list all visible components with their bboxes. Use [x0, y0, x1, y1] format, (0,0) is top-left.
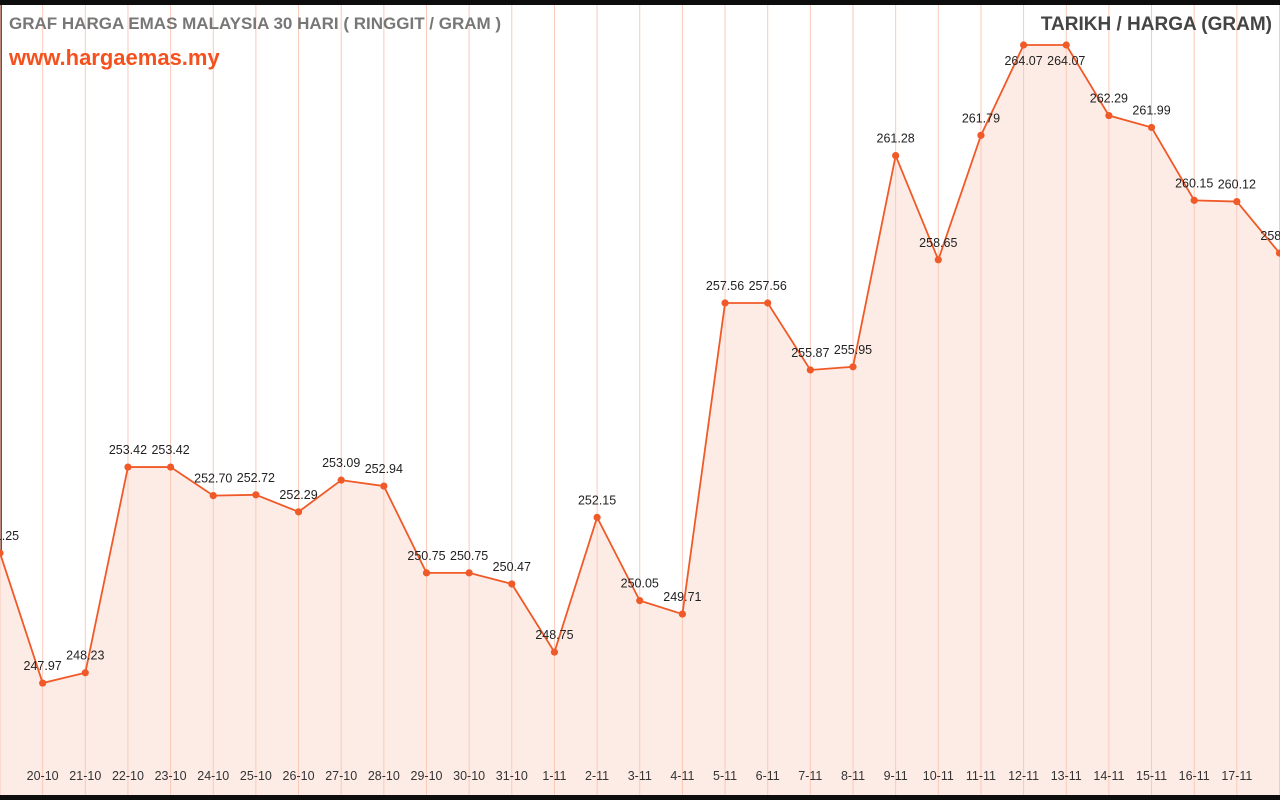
data-label: 252.70: [194, 472, 232, 486]
data-point: [721, 299, 729, 307]
x-tick-label: 22-10: [112, 769, 144, 783]
data-label: 264.07: [1004, 54, 1042, 68]
data-point: [934, 256, 942, 264]
x-tick-label: 20-10: [27, 769, 59, 783]
data-label: 257.56: [749, 279, 787, 293]
x-tick-label: 6-11: [756, 769, 780, 783]
data-point: [337, 476, 345, 484]
data-point: [0, 549, 4, 557]
data-point: [81, 669, 89, 677]
data-point: [508, 580, 516, 588]
data-label: 264.07: [1047, 54, 1085, 68]
data-label: 250.75: [450, 549, 488, 563]
data-point: [39, 679, 47, 687]
data-point: [252, 491, 260, 499]
data-point: [1105, 111, 1113, 120]
x-tick-label: 30-10: [453, 769, 485, 783]
x-tick-label: 17-11: [1221, 769, 1252, 783]
x-tick-label: 24-10: [197, 769, 229, 783]
legend-title: TARIKH / HARGA (GRAM): [1040, 14, 1272, 35]
data-label: 250.47: [493, 560, 531, 574]
x-tick-label: 1-11: [542, 769, 566, 783]
data-label: 261.28: [877, 132, 915, 146]
data-point: [167, 463, 175, 471]
x-tick-label: 21-10: [69, 769, 101, 783]
x-tick-label: 28-10: [368, 769, 400, 783]
x-tick-label: 16-11: [1179, 769, 1210, 783]
x-tick-label: 14-11: [1093, 769, 1124, 783]
data-point: [593, 513, 601, 521]
x-tick-label: 23-10: [155, 769, 187, 783]
data-label: 252.29: [279, 488, 317, 502]
data-label: 255.87: [791, 346, 829, 360]
x-tick-label: 15-11: [1136, 769, 1167, 783]
x-tick-label: 2-11: [585, 769, 609, 783]
x-tick-label: 4-11: [670, 769, 694, 783]
data-label: 251.25: [0, 529, 19, 543]
x-tick-label: 3-11: [628, 769, 652, 783]
data-point: [209, 491, 217, 500]
data-point: [764, 299, 772, 307]
data-point: [124, 463, 132, 471]
data-label: 252.94: [365, 462, 403, 476]
bottom-bar: [0, 795, 1280, 800]
data-point: [1233, 197, 1241, 206]
data-label: 248.75: [535, 628, 573, 642]
x-tick-label: 25-10: [240, 769, 272, 783]
x-tick-label: 10-11: [923, 769, 954, 783]
data-point: [892, 151, 900, 160]
data-label: 260.12: [1218, 178, 1256, 192]
x-tick-label: 5-11: [713, 769, 737, 783]
data-point: [636, 597, 644, 605]
x-tick-label: 26-10: [283, 769, 315, 783]
x-tick-label: 27-10: [325, 769, 357, 783]
data-point: [1275, 249, 1280, 257]
top-bar: [0, 0, 1280, 5]
data-label: 258.65: [919, 236, 957, 250]
data-point: [550, 648, 559, 656]
data-label: 250.75: [407, 549, 445, 563]
data-point: [380, 482, 388, 490]
data-point: [465, 569, 473, 577]
data-point: [1062, 41, 1070, 49]
data-label: 260.15: [1175, 176, 1213, 190]
data-label: 253.42: [151, 443, 189, 457]
x-tick-label: 8-11: [841, 769, 865, 783]
data-label: 248.23: [66, 649, 104, 663]
data-point: [294, 508, 303, 516]
data-point: [1020, 41, 1028, 49]
data-label: 247.97: [24, 659, 62, 673]
x-tick-label: 12-11: [1008, 769, 1039, 783]
data-label: 262.29: [1090, 92, 1128, 106]
area-fill: [0, 45, 1280, 795]
data-label: 253.09: [322, 456, 360, 470]
data-point: [977, 131, 985, 139]
data-label: 253.42: [109, 443, 147, 457]
site-url[interactable]: www.hargaemas.my: [9, 45, 220, 70]
x-tick-label: 7-11: [798, 769, 822, 783]
x-tick-label: 29-10: [411, 769, 443, 783]
data-point: [849, 363, 857, 371]
data-label: 252.15: [578, 493, 616, 507]
data-label: 261.99: [1132, 103, 1170, 117]
x-tick-label: 13-11: [1051, 769, 1082, 783]
data-point: [678, 610, 687, 618]
data-point: [806, 366, 814, 374]
x-tick-label: 31-10: [496, 769, 528, 783]
left-edge: [0, 5, 2, 795]
data-label: 252.72: [237, 471, 275, 485]
data-point: [422, 569, 431, 577]
data-label: 249.71: [663, 590, 701, 604]
data-label: 257.56: [706, 279, 744, 293]
x-tick-label: 11-11: [966, 769, 996, 783]
data-label: 261.79: [962, 111, 1000, 125]
data-point: [1190, 196, 1198, 204]
data-label: 258.82: [1260, 229, 1280, 243]
data-label: 250.05: [621, 577, 659, 591]
data-point: [1147, 123, 1156, 132]
x-tick-label: 9-11: [884, 769, 908, 783]
chart-title: GRAF HARGA EMAS MALAYSIA 30 HARI ( RINGG…: [9, 14, 502, 33]
data-label: 255.95: [834, 343, 872, 357]
